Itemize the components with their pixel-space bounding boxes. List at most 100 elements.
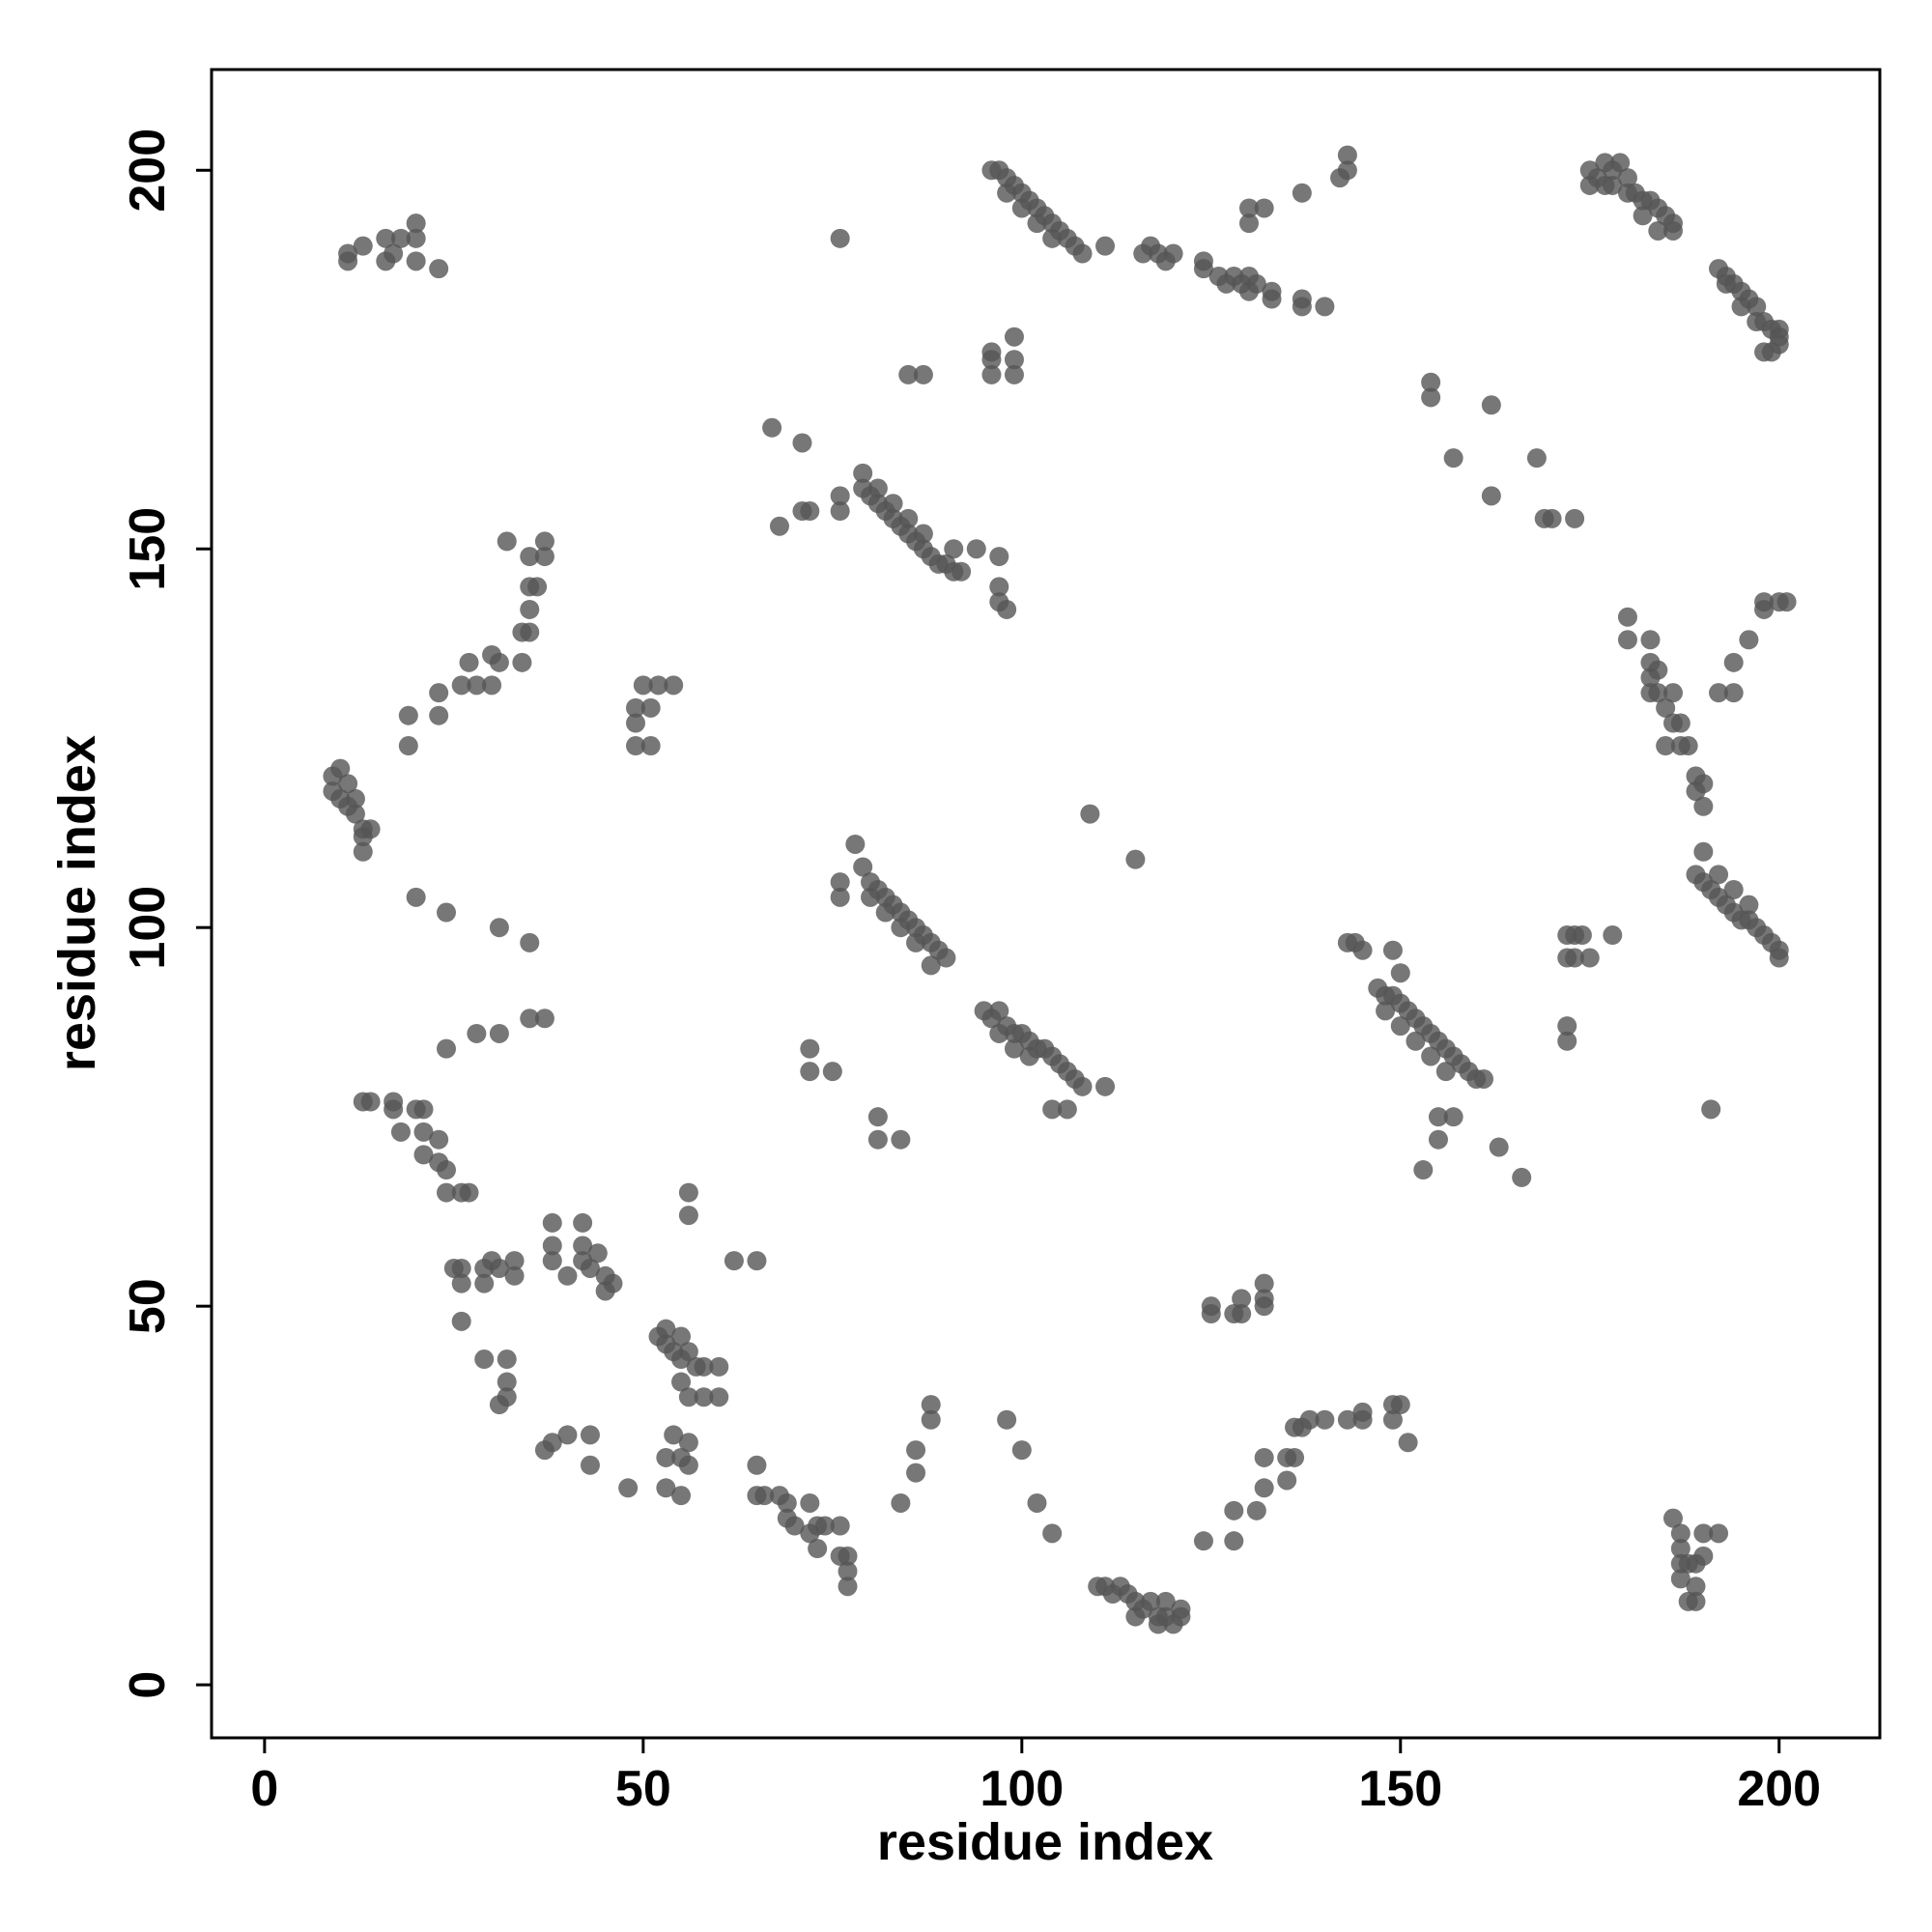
point	[437, 1038, 457, 1059]
point	[800, 1062, 820, 1082]
point	[1489, 1137, 1509, 1157]
point	[777, 1492, 797, 1513]
point	[1565, 948, 1585, 968]
point	[384, 1099, 404, 1120]
point	[390, 1122, 411, 1142]
point	[1572, 925, 1592, 946]
point	[573, 1236, 593, 1256]
point	[913, 364, 933, 384]
point	[648, 675, 668, 696]
point	[664, 675, 684, 696]
point	[1709, 683, 1729, 703]
point	[580, 1455, 600, 1475]
point	[1678, 736, 1698, 756]
point	[1739, 895, 1759, 915]
point	[1277, 1470, 1297, 1491]
point	[1042, 228, 1063, 248]
point	[580, 1425, 600, 1445]
x-tick-label: 50	[615, 1761, 671, 1817]
point	[1315, 1409, 1335, 1430]
point	[429, 1129, 449, 1150]
point	[822, 1062, 842, 1082]
point	[451, 1273, 471, 1293]
point	[678, 1455, 698, 1475]
point	[633, 675, 653, 696]
point	[413, 1099, 434, 1120]
point	[769, 516, 789, 536]
point	[1390, 1395, 1410, 1415]
point	[527, 577, 548, 597]
point	[1254, 1478, 1274, 1498]
point	[534, 1009, 554, 1029]
point	[542, 1212, 562, 1233]
point	[891, 1129, 911, 1150]
point	[1095, 236, 1116, 256]
point	[1776, 592, 1797, 612]
point	[557, 1425, 578, 1445]
point	[489, 1023, 509, 1043]
point	[353, 841, 373, 862]
point	[406, 213, 426, 234]
point	[830, 1516, 850, 1536]
point	[489, 652, 509, 672]
point	[1193, 251, 1213, 271]
point	[1686, 1591, 1706, 1611]
point	[1481, 395, 1501, 415]
point	[906, 1463, 926, 1483]
point	[875, 902, 895, 923]
point	[921, 1395, 941, 1415]
point	[437, 1182, 457, 1203]
point	[580, 1258, 600, 1278]
point	[838, 1561, 858, 1581]
point	[830, 501, 850, 522]
point	[709, 1356, 729, 1377]
point	[520, 932, 540, 952]
point	[1739, 630, 1759, 650]
point	[966, 539, 986, 559]
point	[1693, 774, 1714, 794]
y-tick-label: 100	[120, 886, 176, 970]
point	[808, 1539, 828, 1559]
point	[429, 259, 449, 279]
point	[360, 819, 381, 839]
point	[413, 1122, 434, 1142]
point	[345, 788, 365, 809]
point	[1337, 145, 1357, 165]
point	[459, 652, 479, 672]
point	[534, 531, 554, 552]
point	[678, 1433, 698, 1453]
point	[997, 599, 1017, 619]
point	[542, 1433, 562, 1453]
point	[451, 675, 471, 696]
point	[1019, 1046, 1039, 1066]
point	[618, 1478, 639, 1498]
point	[626, 713, 646, 733]
point	[792, 433, 812, 453]
point	[747, 1455, 767, 1475]
point	[497, 1387, 517, 1407]
point	[1662, 220, 1683, 241]
point	[406, 251, 426, 271]
point	[429, 705, 449, 725]
point	[497, 1350, 517, 1370]
point	[1163, 243, 1183, 264]
point	[390, 228, 411, 248]
point	[853, 857, 873, 877]
point	[1292, 183, 1312, 203]
point	[1390, 1016, 1410, 1037]
point	[1633, 206, 1653, 226]
point	[921, 1409, 941, 1430]
point	[845, 834, 866, 854]
point	[474, 1350, 495, 1370]
point	[1670, 1523, 1690, 1544]
point	[1011, 198, 1032, 218]
point	[656, 1319, 676, 1339]
point	[437, 902, 457, 923]
point	[906, 932, 926, 952]
point	[384, 243, 404, 264]
point	[520, 547, 540, 567]
plot-frame	[210, 68, 1882, 1740]
point	[800, 501, 820, 522]
point	[678, 1206, 698, 1226]
